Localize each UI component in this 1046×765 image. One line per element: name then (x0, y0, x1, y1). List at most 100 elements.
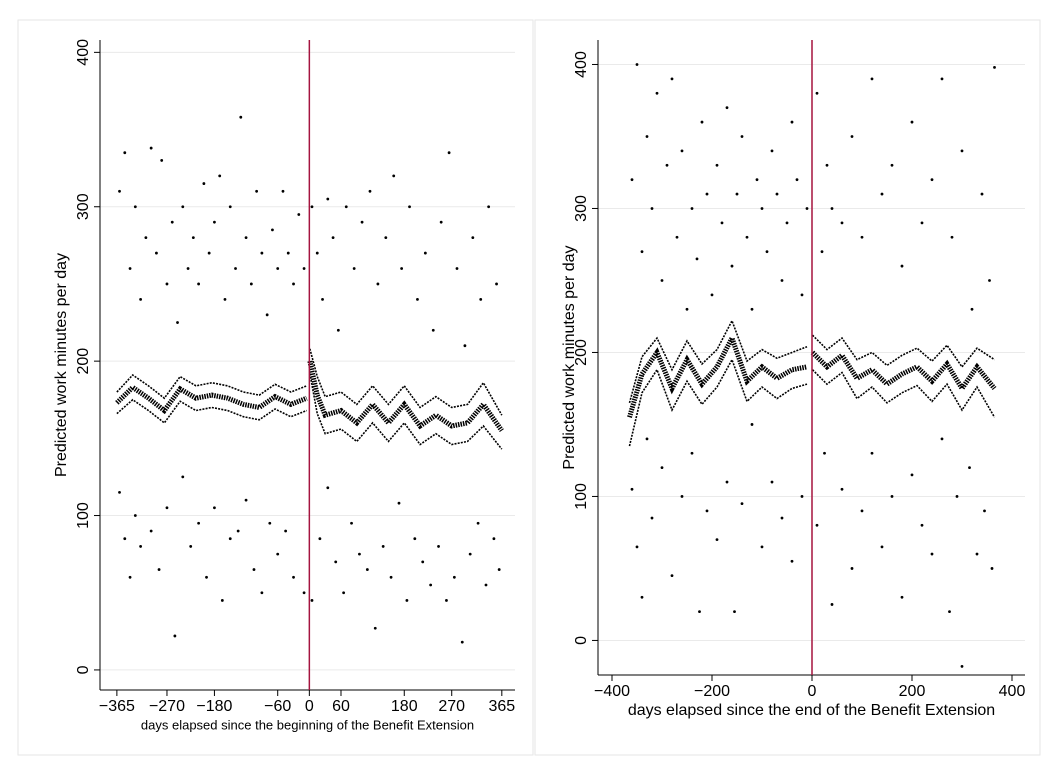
point (930, 178, 934, 182)
x-tick-label: −400 (594, 683, 630, 700)
point (715, 163, 719, 167)
point (900, 595, 904, 599)
point (870, 451, 874, 455)
y-axis-label: Predicted work minutes per day (561, 245, 578, 469)
point (189, 545, 193, 548)
point (416, 297, 419, 301)
point (476, 521, 480, 525)
point (705, 192, 709, 196)
point (690, 207, 694, 210)
point (373, 626, 377, 630)
point (800, 495, 804, 498)
point (665, 163, 669, 167)
fit-line (115, 384, 308, 415)
point (452, 575, 456, 579)
point (685, 307, 689, 311)
point (186, 267, 190, 270)
point (660, 466, 664, 470)
point (497, 568, 501, 571)
point (830, 603, 834, 606)
panel-frame (534, 19, 1041, 756)
point (630, 178, 634, 182)
point (710, 293, 714, 297)
fit-line (810, 350, 997, 394)
point (700, 120, 704, 124)
ci-line (811, 334, 995, 369)
point (392, 174, 396, 178)
point (165, 282, 169, 286)
point (326, 197, 330, 201)
point (205, 575, 208, 579)
point (970, 307, 974, 311)
point (725, 106, 729, 110)
point (191, 236, 195, 240)
point (650, 516, 654, 520)
ci-line (309, 373, 503, 450)
point (850, 135, 854, 138)
ci-line (309, 348, 503, 416)
x-tick-label: 270 (438, 698, 465, 715)
point (286, 251, 290, 255)
point (705, 509, 709, 513)
point (236, 529, 240, 533)
point (170, 220, 174, 224)
point (910, 473, 914, 477)
point (133, 514, 137, 517)
panel-frame (17, 19, 534, 756)
x-tick-label: −60 (264, 698, 291, 715)
point (930, 552, 934, 556)
point (149, 529, 153, 533)
point (123, 151, 127, 155)
point (202, 182, 206, 185)
point (268, 521, 272, 525)
point (165, 506, 169, 510)
point (413, 537, 417, 541)
point (318, 537, 322, 541)
point (790, 120, 794, 124)
point (823, 451, 826, 455)
point (983, 509, 986, 513)
point (730, 264, 734, 268)
point (495, 282, 498, 286)
point (840, 487, 844, 491)
point (128, 575, 132, 579)
point (455, 267, 459, 270)
y-tick-label: 100 (573, 483, 590, 510)
fit-line (307, 360, 504, 433)
point (640, 250, 644, 254)
y-tick-label: 400 (75, 39, 92, 66)
x-tick-label: −200 (694, 683, 730, 700)
point (360, 220, 364, 224)
point (750, 307, 754, 311)
point (770, 480, 774, 484)
point (155, 251, 158, 255)
point (123, 537, 127, 541)
point (292, 282, 295, 286)
point (265, 313, 269, 317)
point (940, 77, 944, 81)
point (670, 574, 674, 578)
y-tick-label: 300 (75, 193, 92, 220)
point (400, 267, 404, 270)
point (990, 567, 994, 570)
point (735, 192, 739, 196)
point (197, 282, 201, 286)
point (297, 213, 301, 216)
point (408, 205, 411, 209)
x-tick-label: 400 (999, 683, 1026, 700)
point (405, 599, 409, 602)
point (920, 221, 924, 225)
point (350, 521, 353, 525)
point (870, 77, 874, 81)
fit-line (627, 331, 808, 418)
x-tick-label: 0 (305, 698, 314, 715)
ci-line (628, 357, 808, 447)
ci-line (811, 369, 996, 418)
point (460, 640, 464, 644)
point (770, 149, 774, 153)
point (960, 664, 964, 668)
point (675, 235, 679, 239)
point (271, 228, 274, 232)
point (260, 251, 264, 255)
